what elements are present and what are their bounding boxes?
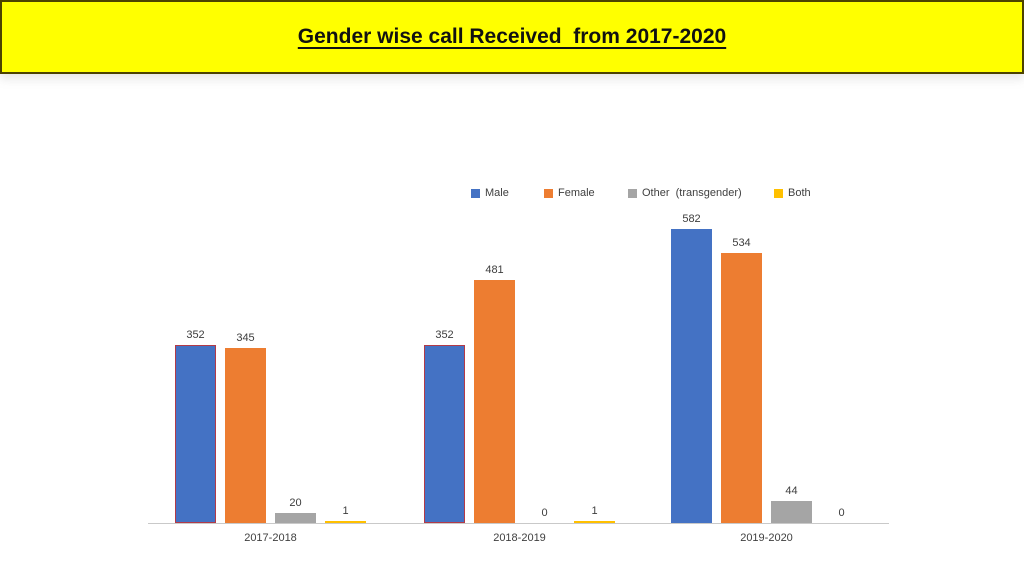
data-label-other-transgender-2019-2020: 44 (785, 484, 798, 497)
bar-female-2019-2020 (721, 252, 762, 523)
data-label-other-transgender-2018-2019: 0 (541, 507, 548, 519)
category-label-2019-2020: 2019-2020 (740, 532, 793, 544)
bar-other-transgender-2017-2018 (275, 512, 316, 523)
x-axis-line (148, 523, 889, 525)
legend-item-other-transgender: Other (transgender) (628, 186, 742, 200)
category-label-2018-2019: 2018-2019 (493, 532, 546, 544)
bar-female-2018-2019 (474, 279, 515, 523)
legend-item-female: Female (544, 186, 595, 200)
legend-label: Both (788, 187, 811, 199)
slide-title: Gender wise call Received from 2017-2020 (297, 25, 727, 48)
title-banner: Gender wise call Received from 2017-2020 (0, 0, 1024, 74)
legend-label: Male (485, 187, 509, 199)
legend-item-male: Male (471, 186, 509, 200)
legend-swatch-icon (544, 188, 553, 198)
data-label-female-2019-2020: 534 (732, 236, 751, 249)
bar-male-2017-2018 (175, 344, 216, 523)
bar-both-2018-2019 (574, 521, 615, 523)
bar-both-2017-2018 (325, 521, 366, 523)
bar-male-2019-2020 (671, 228, 712, 523)
legend-label: Female (558, 187, 595, 199)
legend-swatch-icon (774, 188, 783, 198)
category-label-2017-2018: 2017-2018 (244, 532, 297, 544)
data-label-both-2017-2018: 1 (342, 505, 349, 518)
legend-label: Other (transgender) (642, 187, 742, 199)
bar-other-transgender-2019-2020 (771, 500, 812, 523)
data-label-female-2018-2019: 481 (485, 263, 504, 276)
bar-female-2017-2018 (225, 348, 266, 523)
legend-item-both: Both (774, 186, 811, 200)
legend-swatch-icon (471, 188, 480, 198)
legend-swatch-icon (628, 188, 637, 198)
data-label-male-2017-2018: 352 (186, 328, 205, 341)
data-label-both-2019-2020: 0 (838, 507, 845, 519)
data-label-female-2017-2018: 345 (236, 332, 255, 345)
data-label-male-2019-2020: 582 (682, 212, 701, 225)
data-label-both-2018-2019: 1 (591, 505, 598, 518)
bar-male-2018-2019 (424, 344, 465, 523)
data-label-other-transgender-2017-2018: 20 (289, 496, 302, 509)
data-label-male-2018-2019: 352 (435, 328, 454, 341)
